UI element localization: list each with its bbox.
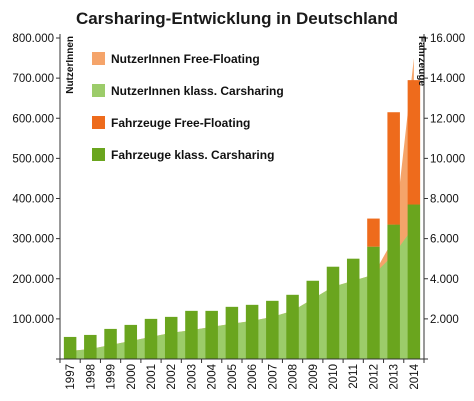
bar-fahrzeuge-klass-2002 bbox=[164, 316, 178, 359]
x-tick-label: 1997 bbox=[65, 364, 77, 390]
bar-fahrzeuge-klass-2008 bbox=[286, 294, 299, 359]
bar-fahrzeuge-klass-1999 bbox=[104, 328, 117, 359]
legend-swatch bbox=[92, 52, 105, 65]
area-layer bbox=[70, 58, 414, 359]
right-tick-label: 12.000 bbox=[430, 113, 465, 125]
bar-fahrzeuge-klass-2007 bbox=[266, 300, 279, 359]
x-tick-label: 2006 bbox=[247, 364, 259, 390]
x-tick-label: 1998 bbox=[85, 364, 97, 390]
bar-fahrzeuge-free-floating-2013 bbox=[387, 112, 400, 225]
right-tick-label: 8.000 bbox=[430, 194, 459, 206]
bar-fahrzeuge-klass-2004 bbox=[205, 310, 218, 359]
bar-fahrzeuge-klass-2001 bbox=[144, 318, 158, 359]
x-tick-label: 2005 bbox=[227, 364, 239, 390]
right-axis-title: Fahrzeuge bbox=[416, 36, 427, 86]
legend-swatch bbox=[92, 148, 105, 161]
x-tick-label: 2009 bbox=[308, 364, 320, 390]
chart-title: Carsharing-Entwicklung in Deutschland bbox=[76, 9, 398, 28]
x-tick-label: 2004 bbox=[207, 363, 219, 389]
x-tick-label: 2000 bbox=[126, 364, 138, 390]
x-tick-label: 2001 bbox=[146, 364, 158, 390]
right-tick-label: 4.000 bbox=[430, 274, 459, 286]
left-tick-label: 500.000 bbox=[12, 153, 54, 165]
legend-label: NutzerInnen klass. Carsharing bbox=[111, 84, 284, 98]
axis-layer: 800.000 700.000 600.000 500.000 400.000 300.0… bbox=[12, 33, 465, 390]
left-tick-label: 200.000 bbox=[12, 274, 54, 286]
bar-fahrzeuge-klass-2014 bbox=[407, 204, 421, 359]
right-tick-label: 2.000 bbox=[430, 314, 459, 326]
bar-layer bbox=[63, 80, 421, 359]
bar-fahrzeuge-klass-2000 bbox=[124, 324, 138, 359]
x-tick-label: 2007 bbox=[267, 364, 279, 390]
bar-fahrzeuge-klass-1997 bbox=[63, 336, 77, 359]
left-tick-label: 800.000 bbox=[12, 33, 54, 45]
left-tick-label: 100.000 bbox=[12, 314, 54, 326]
left-axis-title: NutzerInnen bbox=[65, 36, 76, 94]
x-tick-label: 2013 bbox=[389, 364, 401, 390]
right-tick-label: 10.000 bbox=[430, 153, 465, 165]
bar-fahrzeuge-klass-2009 bbox=[306, 280, 320, 359]
bar-fahrzeuge-free-floating-2012 bbox=[367, 218, 380, 247]
left-tick-label: 300.000 bbox=[12, 234, 54, 246]
right-tick-label: 16.000 bbox=[430, 33, 465, 45]
x-tick-label: 2012 bbox=[368, 364, 380, 390]
right-tick-label: 6.000 bbox=[430, 234, 459, 246]
left-tick-label: 700.000 bbox=[12, 73, 54, 85]
legend-label: Fahrzeuge Free-Floating bbox=[111, 116, 250, 130]
bar-fahrzeuge-klass-2011 bbox=[346, 258, 360, 359]
x-tick-label: 2003 bbox=[186, 364, 198, 390]
x-tick-label: 2011 bbox=[348, 364, 360, 389]
bar-fahrzeuge-klass-2010 bbox=[326, 266, 340, 359]
area-nutzer-klass-carsharing bbox=[70, 226, 414, 359]
left-tick-label: 600.000 bbox=[12, 113, 54, 125]
bar-fahrzeuge-klass-2013 bbox=[387, 224, 400, 359]
bar-fahrzeuge-klass-2005 bbox=[225, 306, 239, 359]
right-tick-label: 14.000 bbox=[430, 73, 465, 85]
bar-fahrzeuge-free-floating-2014 bbox=[407, 80, 421, 205]
legend-label: Fahrzeuge klass. Carsharing bbox=[111, 148, 274, 162]
x-tick-label: 2010 bbox=[328, 364, 340, 390]
x-tick-label: 1999 bbox=[106, 364, 118, 390]
left-tick-label: 400.000 bbox=[12, 194, 54, 206]
legend: NutzerInnen Free-Floating NutzerInnen kla… bbox=[92, 52, 284, 162]
legend-label: NutzerInnen Free-Floating bbox=[111, 52, 260, 66]
x-tick-label: 2014 bbox=[409, 363, 421, 389]
bar-fahrzeuge-klass-1998 bbox=[84, 334, 97, 359]
legend-swatch bbox=[92, 116, 105, 129]
x-tick-label: 2002 bbox=[166, 364, 178, 390]
x-tick-label: 2008 bbox=[288, 364, 300, 390]
bar-fahrzeuge-klass-2006 bbox=[245, 304, 259, 359]
bar-fahrzeuge-klass-2012 bbox=[367, 246, 380, 359]
bar-fahrzeuge-klass-2003 bbox=[185, 310, 198, 359]
legend-swatch bbox=[92, 84, 105, 97]
